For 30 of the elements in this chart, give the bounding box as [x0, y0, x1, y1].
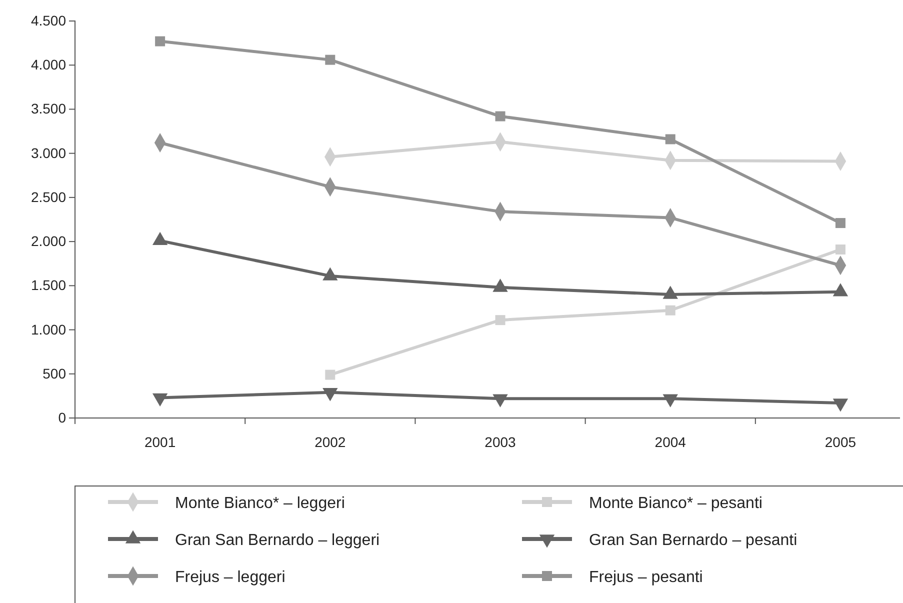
- legend-label: Frejus – leggeri: [175, 569, 286, 586]
- x-tick-label: 2003: [484, 434, 516, 450]
- point: [325, 54, 336, 65]
- point: [325, 370, 336, 380]
- y-tick-label: 2.500: [30, 188, 66, 205]
- point: [495, 315, 506, 326]
- legend-label: Gran San Bernardo – pesanti: [589, 532, 798, 549]
- y-tick-label: 2.000: [30, 233, 66, 250]
- point: [155, 36, 166, 46]
- y-tick-label: 4.000: [30, 56, 66, 73]
- x-tick-label: 2005: [824, 434, 856, 450]
- point: [835, 244, 846, 254]
- y-tick-label: 3.000: [30, 144, 66, 161]
- legend-label: Monte Bianco* – leggeri: [175, 495, 345, 512]
- legend-label: Gran San Bernardo – leggeri: [175, 532, 380, 549]
- x-tick-label: 2004: [654, 434, 686, 450]
- legend-label: Monte Bianco* – pesanti: [589, 495, 762, 512]
- y-tick-label: 0: [58, 409, 66, 426]
- y-tick-label: 500: [42, 365, 66, 382]
- y-tick-label: 1.500: [30, 277, 66, 294]
- y-tick-label: 4.500: [30, 12, 66, 28]
- legend-label: Frejus – pesanti: [589, 569, 703, 586]
- point: [665, 305, 676, 316]
- y-tick-label: 1.000: [30, 321, 66, 338]
- point: [495, 111, 506, 122]
- x-tick-label: 2002: [314, 434, 346, 450]
- x-tick-label: 2001: [144, 434, 176, 450]
- y-tick-label: 3.500: [30, 100, 66, 117]
- point: [665, 134, 676, 144]
- point: [835, 218, 846, 228]
